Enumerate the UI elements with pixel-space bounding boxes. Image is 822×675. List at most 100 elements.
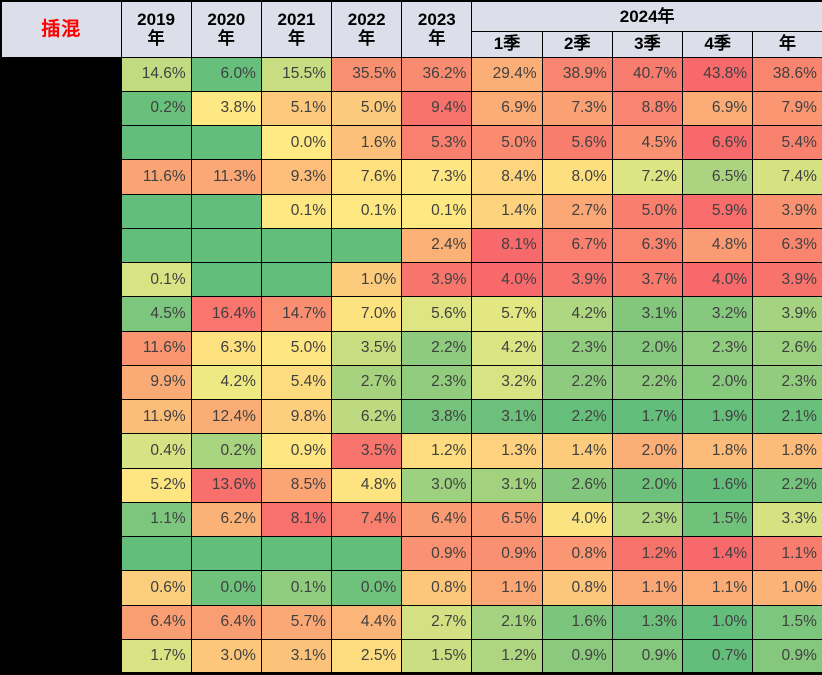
heatmap-cell: 4.4%: [331, 604, 403, 640]
header-year-2020: 2020 年: [190, 0, 262, 58]
heatmap-cell: 4.5%: [611, 124, 684, 161]
heatmap-cell: 2.1%: [471, 604, 543, 640]
row-label-cell-redacted: [0, 433, 122, 469]
table-header: 插混 2019 年 2020 年 2021 年 2022 年 2023 年 2024年 1…: [0, 0, 822, 58]
heatmap-cell: 0.9%: [541, 638, 613, 675]
header-year-2022: 2022 年: [331, 0, 403, 58]
heatmap-cell: 1.2%: [401, 433, 473, 469]
heatmap-cell: 3.2%: [471, 364, 543, 401]
heatmap-cell: 2.4%: [401, 227, 473, 264]
year-suffix: 年: [217, 29, 235, 49]
heatmap-cell: 0.2%: [120, 90, 192, 127]
heatmap-cell: 3.3%: [752, 501, 822, 538]
heatmap-cell: 5.6%: [541, 124, 613, 161]
header-2024-q4: 4季: [681, 30, 754, 58]
heatmap-cell: 3.0%: [190, 638, 262, 675]
heatmap-cell: 2.7%: [331, 364, 403, 401]
heatmap-cell: [120, 124, 192, 161]
header-2024-q3: 3季: [611, 30, 684, 58]
heatmap-cell: 3.7%: [611, 261, 684, 298]
heatmap-cell: 5.4%: [260, 364, 333, 401]
header-2024-q2: 2季: [541, 30, 613, 58]
heatmap-cell: 0.9%: [752, 638, 822, 675]
table-row: 0.1% 0.1% 0.1% 1.4% 2.7% 5.0% 5.9% 3.9%: [0, 193, 822, 229]
heatmap-cell: 5.1%: [260, 90, 333, 127]
heatmap-cell: 8.5%: [260, 467, 333, 503]
heatmap-cell: 1.6%: [681, 467, 754, 503]
heatmap-cell: 6.3%: [752, 227, 822, 264]
heatmap-cell: 13.6%: [190, 467, 262, 503]
heatmap-cell: 6.5%: [681, 159, 754, 195]
heatmap-cell: 12.4%: [190, 398, 262, 435]
heatmap-cell: 4.2%: [541, 296, 613, 332]
row-label-cell-redacted: [0, 398, 122, 435]
heatmap-cell: [120, 535, 192, 572]
heatmap-cell: 1.2%: [471, 638, 543, 675]
heatmap-cell: 6.4%: [401, 501, 473, 538]
heatmap-cell: 9.4%: [401, 90, 473, 127]
heatmap-cell: 35.5%: [331, 56, 403, 92]
heatmap-cell: 7.3%: [401, 159, 473, 195]
heatmap-cell: 5.7%: [260, 604, 333, 640]
heatmap-cell: 3.9%: [752, 193, 822, 229]
heatmap-cell: 3.9%: [541, 261, 613, 298]
heatmap-cell: 5.9%: [681, 193, 754, 229]
heatmap-cell: [120, 227, 192, 264]
heatmap-cell: 38.6%: [752, 56, 822, 92]
heatmap-cell: 3.1%: [260, 638, 333, 675]
heatmap-cell: 0.0%: [190, 570, 262, 606]
table-row: 9.9% 4.2% 5.4% 2.7% 2.3% 3.2% 2.2% 2.2% 2.0% 2.3%: [0, 364, 822, 401]
heatmap-cell: [260, 261, 333, 298]
table-row: 1.7% 3.0% 3.1% 2.5% 1.5% 1.2% 0.9% 0.9% 0.7% 0.9%: [0, 638, 822, 675]
heatmap-cell: 0.4%: [120, 433, 192, 469]
table-row: 14.6% 6.0% 15.5% 35.5% 36.2% 29.4% 38.9% 40.7% 4…: [0, 56, 822, 92]
row-label-cell-redacted: [0, 261, 122, 298]
table-row: 11.6% 6.3% 5.0% 3.5% 2.2% 4.2% 2.3% 2.0% 2.3% 2.6…: [0, 330, 822, 366]
heatmap-cell: 2.3%: [541, 330, 613, 366]
heatmap-cell: 2.0%: [681, 364, 754, 401]
year-suffix: 年: [287, 29, 305, 49]
heatmap-cell: 11.3%: [190, 159, 262, 195]
heatmap-cell: 3.1%: [611, 296, 684, 332]
heatmap-cell: 4.0%: [471, 261, 543, 298]
table-row: 11.6% 11.3% 9.3% 7.6% 7.3% 8.4% 8.0% 7.2% 6.5% 7.…: [0, 159, 822, 195]
heatmap-cell: 0.0%: [331, 570, 403, 606]
table-row: 4.5% 16.4% 14.7% 7.0% 5.6% 5.7% 4.2% 3.1% 3.2% 3.…: [0, 296, 822, 332]
year-suffix: 年: [147, 29, 165, 49]
table-body: 14.6% 6.0% 15.5% 35.5% 36.2% 29.4% 38.9% 40.7% 4…: [0, 56, 822, 675]
row-label-cell-redacted: [0, 570, 122, 606]
heatmap-cell: 3.8%: [190, 90, 262, 127]
heatmap-cell: 1.1%: [681, 570, 754, 606]
heatmap-cell: 4.5%: [120, 296, 192, 332]
header-year-2019: 2019 年: [120, 0, 192, 58]
heatmap-cell: 15.5%: [260, 56, 333, 92]
heatmap-cell: 2.0%: [611, 433, 684, 469]
heatmap-cell: 2.3%: [611, 501, 684, 538]
heatmap-cell: 1.5%: [681, 501, 754, 538]
heatmap-cell: 2.1%: [752, 398, 822, 435]
heatmap-cell: 3.0%: [401, 467, 473, 503]
header-year-2023: 2023 年: [401, 0, 473, 58]
heatmap-cell: 16.4%: [190, 296, 262, 332]
header-year-2021: 2021 年: [260, 0, 333, 58]
heatmap-cell: 1.2%: [611, 535, 684, 572]
heatmap-cell: 7.6%: [331, 159, 403, 195]
heatmap-cell: 6.4%: [120, 604, 192, 640]
heatmap-cell: [331, 535, 403, 572]
heatmap-cell: 2.3%: [401, 364, 473, 401]
heatmap-cell: 7.0%: [331, 296, 403, 332]
heatmap-cell: 1.6%: [541, 604, 613, 640]
heatmap-cell: 5.0%: [611, 193, 684, 229]
heatmap-cell: 4.8%: [681, 227, 754, 264]
heatmap-cell: 0.8%: [401, 570, 473, 606]
heatmap-cell: 5.0%: [471, 124, 543, 161]
heatmap-cell: 2.3%: [681, 330, 754, 366]
heatmap-cell: 4.2%: [471, 330, 543, 366]
year-number: 2022: [347, 10, 386, 30]
heatmap-cell: 29.4%: [471, 56, 543, 92]
heatmap-cell: 14.6%: [120, 56, 192, 92]
row-label-cell-redacted: [0, 638, 122, 675]
header-group-2024: 2024年: [471, 0, 822, 32]
row-label-cell-redacted: [0, 56, 122, 92]
heatmap-cell: 5.6%: [401, 296, 473, 332]
